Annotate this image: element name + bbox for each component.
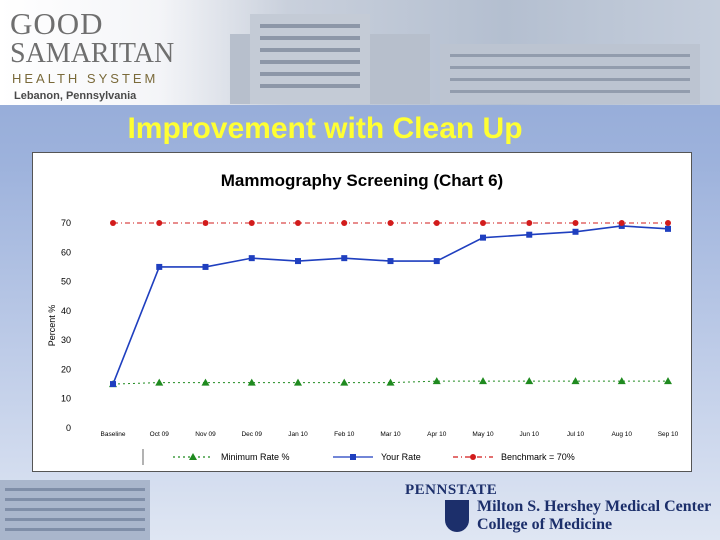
- data-point-your-rate: [480, 234, 486, 241]
- data-point-benchmark: [433, 220, 440, 226]
- x-tick-label: Jan 10: [288, 431, 308, 438]
- x-tick-label: Jul 10: [567, 431, 585, 438]
- data-point-your-rate: [248, 255, 255, 262]
- legend-label: Benchmark = 70%: [501, 452, 575, 462]
- data-point-benchmark: [387, 220, 394, 226]
- data-point-benchmark: [156, 220, 163, 226]
- legend-marker: [189, 453, 197, 460]
- y-tick-label: 10: [61, 394, 71, 404]
- data-point-your-rate: [110, 381, 116, 388]
- x-tick-label: Jun 10: [519, 431, 539, 438]
- y-tick-label: 60: [61, 247, 71, 257]
- y-tick-label: 0: [66, 423, 71, 433]
- data-point-minimum-rate: [664, 377, 672, 385]
- series-line-1: [112, 225, 669, 385]
- x-tick-label: Apr 10: [427, 431, 447, 438]
- logo-samaritan-text: SAMARITAN: [10, 38, 175, 69]
- chart-container: Mammography Screening (Chart 6) Percent %…: [32, 152, 692, 472]
- x-tick-label: Aug 10: [611, 431, 632, 438]
- y-tick-label: 30: [61, 335, 71, 345]
- bottom-building-image: [0, 480, 150, 540]
- pennstate-wordmark: PENNSTATE: [405, 482, 498, 498]
- data-point-minimum-rate: [432, 377, 441, 385]
- x-tick-label: Sep 10: [658, 431, 679, 438]
- college-of-medicine-text: College of Medicine: [477, 516, 613, 533]
- data-point-benchmark: [248, 220, 255, 226]
- data-point-your-rate: [156, 263, 163, 270]
- x-tick-label: Mar 10: [380, 431, 401, 438]
- logo-city-text: Lebanon, Pennsylvania: [14, 90, 137, 102]
- data-point-benchmark: [110, 220, 116, 226]
- y-axis-label: Percent %: [47, 305, 57, 347]
- data-point-minimum-rate: [294, 378, 302, 386]
- good-samaritan-logo: GOOD SAMARITAN HEALTH SYSTEM Lebanon, Pe…: [6, 4, 175, 104]
- data-point-benchmark: [618, 220, 625, 226]
- shield-icon: [445, 500, 469, 532]
- legend-label: Minimum Rate %: [221, 452, 290, 462]
- data-point-minimum-rate: [479, 377, 487, 385]
- logo-health-system-text: HEALTH SYSTEM: [12, 71, 159, 86]
- x-tick-label: May 10: [472, 431, 494, 438]
- data-point-your-rate: [202, 263, 209, 270]
- data-point-your-rate: [572, 228, 579, 235]
- data-point-benchmark: [665, 220, 671, 226]
- y-tick-label: 70: [61, 218, 71, 228]
- data-point-benchmark: [526, 220, 533, 226]
- data-point-minimum-rate: [340, 378, 349, 386]
- x-tick-label: Nov 09: [195, 431, 216, 438]
- logo-good-text: GOOD: [10, 6, 104, 41]
- penn-state-hershey-logo: PENNSTATE Milton S. Hershey Medical Cent…: [395, 478, 715, 538]
- data-point-minimum-rate: [247, 378, 256, 386]
- data-point-your-rate: [295, 258, 301, 265]
- data-point-benchmark: [295, 220, 301, 226]
- chart-title: Mammography Screening (Chart 6): [221, 171, 503, 190]
- hospital-building-image: [230, 14, 700, 104]
- data-point-benchmark: [480, 220, 486, 226]
- y-tick-label: 40: [61, 306, 71, 316]
- data-point-minimum-rate: [617, 377, 626, 385]
- legend-marker: [470, 454, 476, 460]
- x-tick-label: Oct 09: [150, 431, 170, 438]
- data-point-your-rate: [341, 255, 348, 262]
- data-point-benchmark: [572, 220, 579, 226]
- y-tick-label: 50: [61, 277, 71, 287]
- data-point-minimum-rate: [571, 377, 580, 385]
- y-tick-label: 20: [61, 364, 71, 374]
- data-point-your-rate: [665, 225, 671, 232]
- data-point-minimum-rate: [525, 377, 534, 385]
- data-point-your-rate: [526, 231, 533, 238]
- x-tick-label: Feb 10: [334, 431, 355, 438]
- data-point-your-rate: [433, 258, 440, 265]
- data-point-minimum-rate: [155, 378, 164, 386]
- slide-title: Improvement with Clean Up: [127, 112, 523, 145]
- data-point-minimum-rate: [201, 378, 210, 386]
- legend-marker: [350, 454, 356, 460]
- hershey-medical-center-text: Milton S. Hershey Medical Center: [477, 498, 712, 515]
- x-tick-label: Dec 09: [241, 431, 262, 438]
- header-band: GOOD SAMARITAN HEALTH SYSTEM Lebanon, Pe…: [0, 0, 720, 105]
- data-point-minimum-rate: [386, 378, 395, 386]
- data-point-your-rate: [387, 258, 394, 265]
- data-point-benchmark: [341, 220, 348, 226]
- legend-label: Your Rate: [381, 452, 421, 462]
- data-point-benchmark: [202, 220, 209, 226]
- line-chart: Mammography Screening (Chart 6) Percent %…: [47, 171, 679, 465]
- x-tick-label: Baseline: [101, 431, 126, 438]
